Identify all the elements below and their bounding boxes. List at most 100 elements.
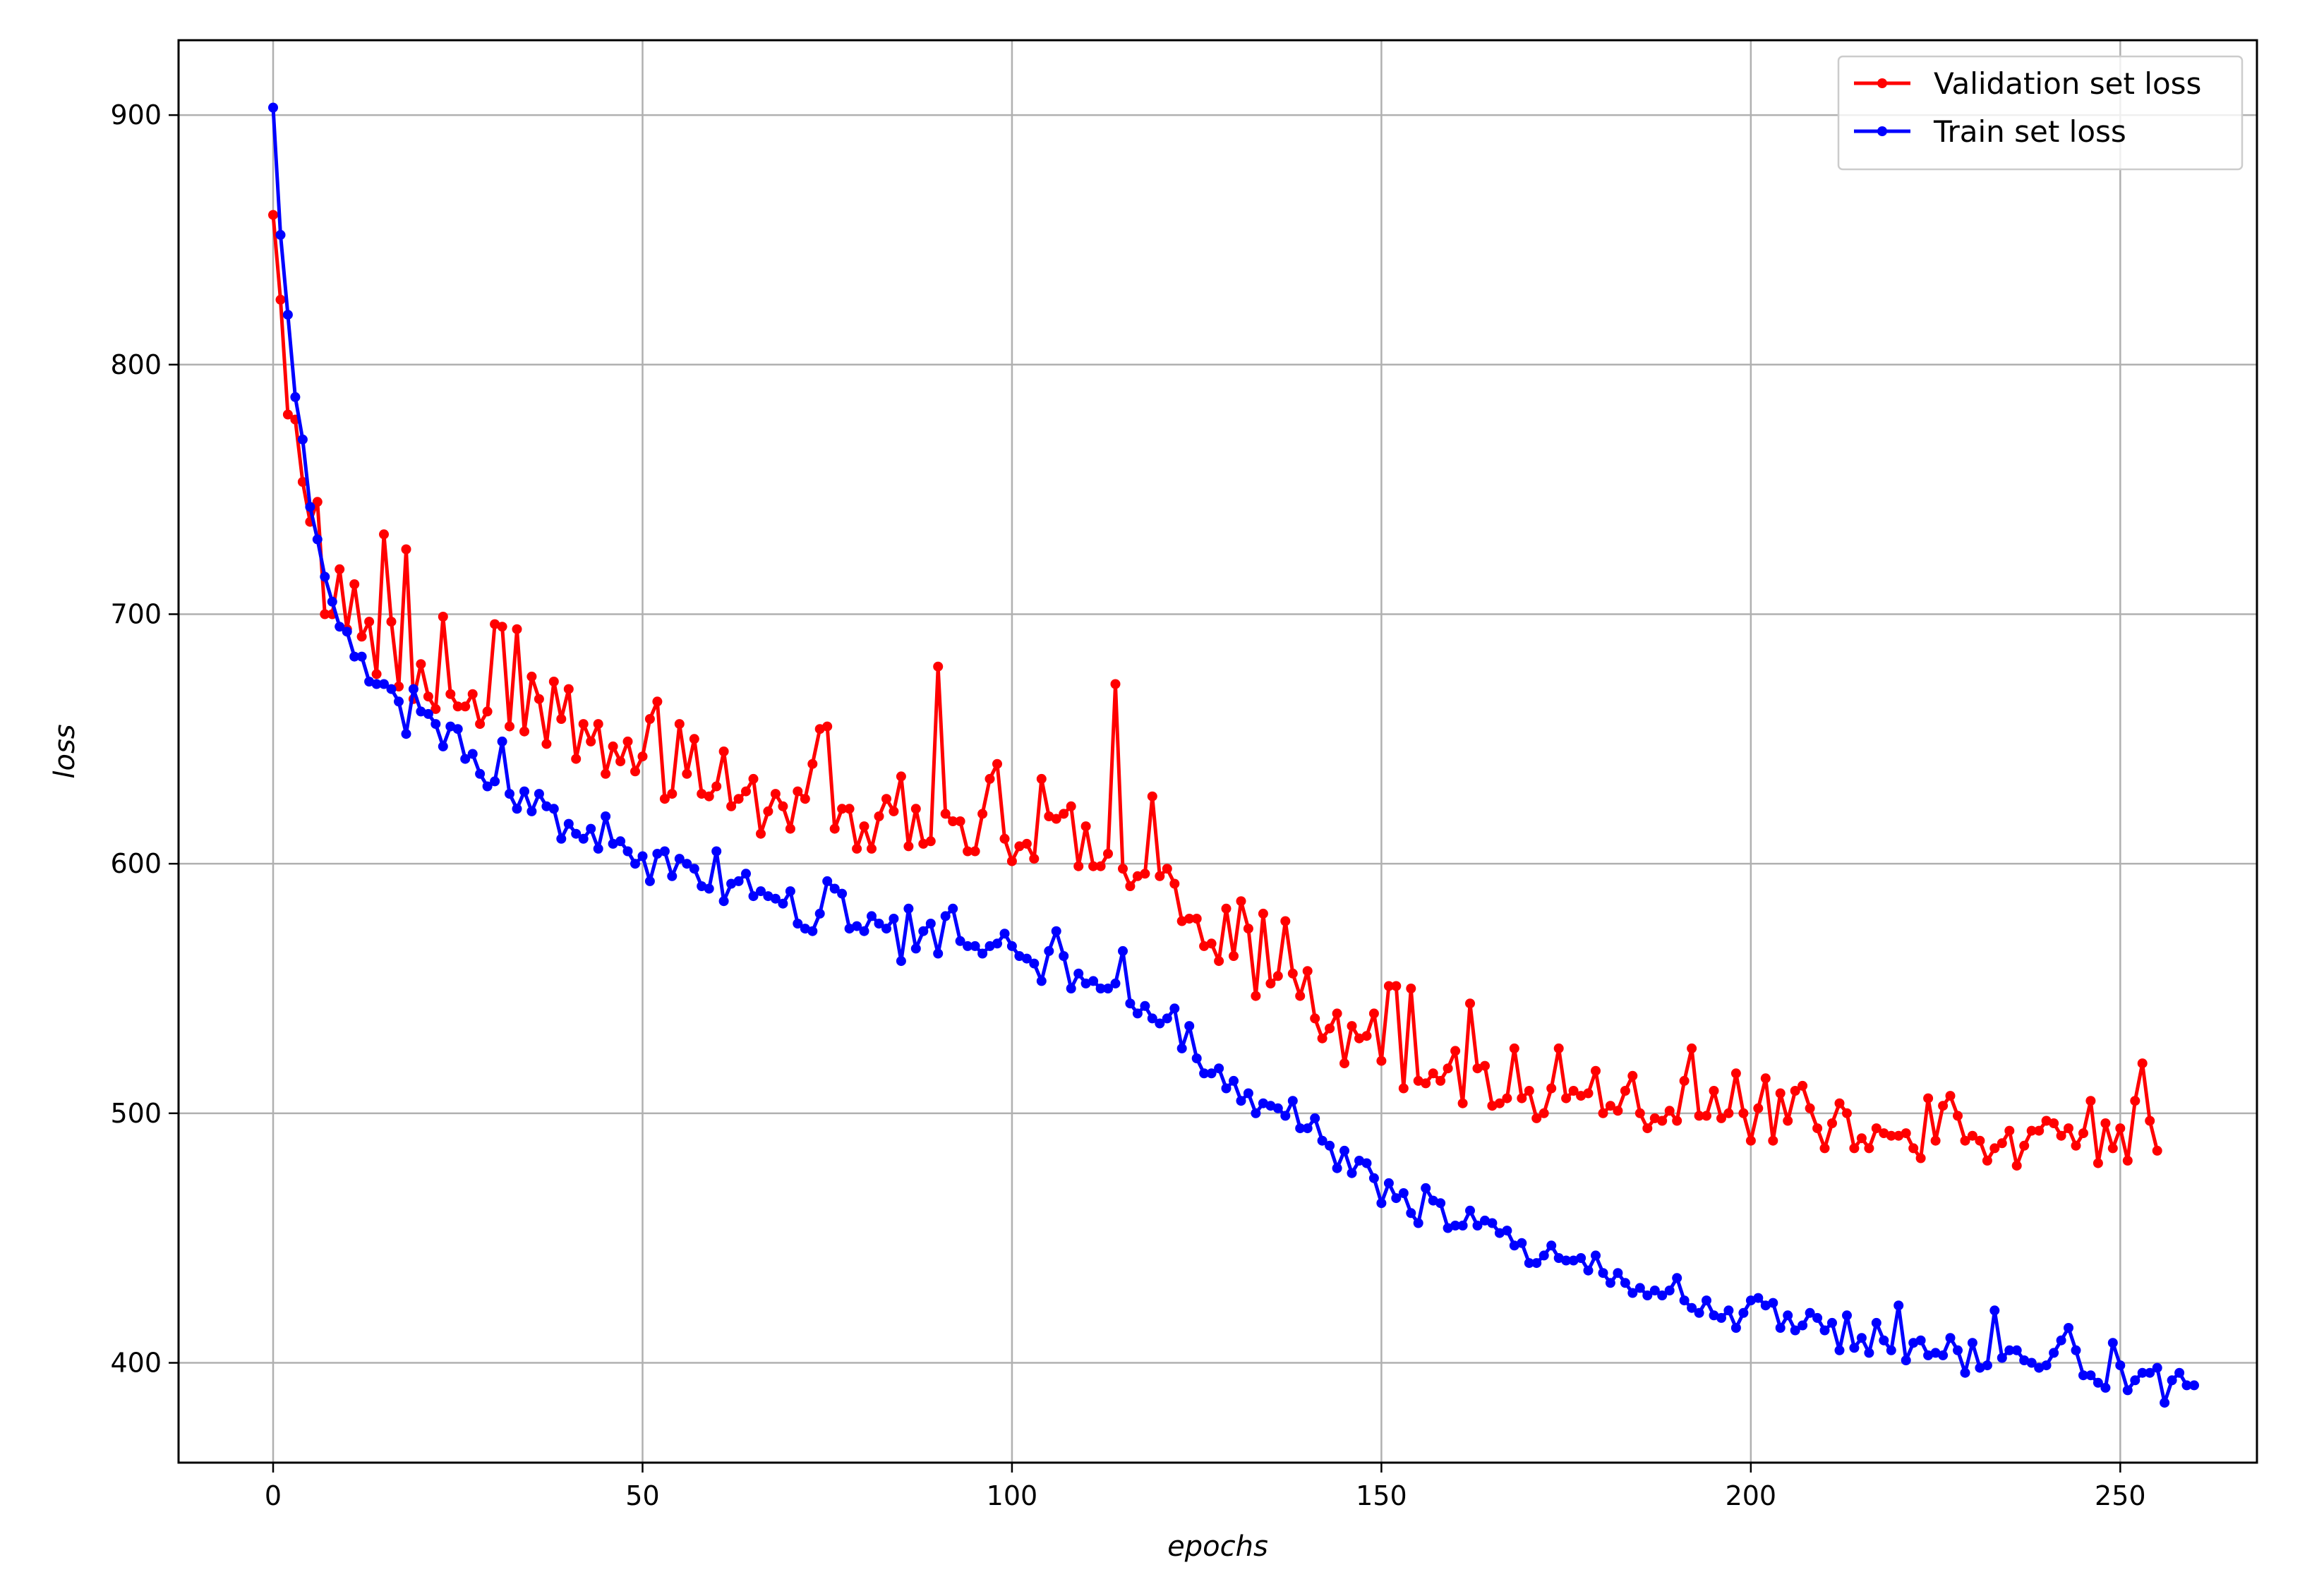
data-point <box>1295 1123 1306 1134</box>
data-point <box>320 572 330 582</box>
data-point <box>652 696 663 707</box>
series-line <box>271 214 2160 1168</box>
data-point <box>431 703 441 714</box>
data-point <box>1834 1345 1845 1355</box>
y-tick-label: 400 <box>110 1348 162 1379</box>
data-point <box>1702 1111 1711 1121</box>
data-point <box>644 714 655 724</box>
data-point <box>1886 1130 1896 1141</box>
data-point <box>2093 1158 2103 1168</box>
data-point <box>1125 998 1136 1009</box>
series-lines <box>268 102 2199 1408</box>
data-point <box>1295 991 1306 1001</box>
data-point <box>2049 1118 2059 1128</box>
data-point <box>1191 914 1202 924</box>
data-point <box>637 851 648 862</box>
data-point <box>2137 1367 2148 1378</box>
data-point <box>342 627 352 637</box>
data-point <box>1679 1075 1690 1086</box>
data-point <box>1775 1088 1786 1099</box>
data-point <box>1325 1140 1335 1151</box>
data-point <box>1730 1323 1741 1333</box>
data-point <box>394 682 404 691</box>
data-point <box>1768 1298 1778 1308</box>
data-point <box>2181 1380 2192 1391</box>
data-point <box>1243 1088 1253 1099</box>
data-point <box>2034 1125 2045 1136</box>
data-point <box>1036 773 1047 784</box>
data-point <box>356 651 367 662</box>
data-point <box>290 392 301 402</box>
data-point <box>910 943 921 954</box>
data-point <box>563 818 574 829</box>
data-point <box>689 734 699 744</box>
data-point <box>548 677 559 687</box>
data-point <box>1819 1325 1830 1336</box>
data-point <box>829 823 840 834</box>
data-point <box>2011 1345 2022 1355</box>
data-point <box>867 911 877 921</box>
data-point <box>2026 1358 2037 1368</box>
data-point <box>556 714 567 724</box>
data-point <box>852 921 862 931</box>
data-point <box>1199 1068 1210 1079</box>
data-point <box>1812 1123 1823 1134</box>
data-point <box>297 477 308 487</box>
data-point <box>1465 998 1475 1009</box>
data-point <box>1280 1111 1291 1121</box>
data-point <box>1487 1218 1498 1228</box>
data-point <box>1753 1293 1764 1303</box>
data-point <box>1805 1103 1815 1113</box>
legend: Validation set loss Train set loss <box>1837 55 2244 171</box>
data-point <box>1539 1108 1549 1118</box>
legend-label: Train set loss <box>1933 114 2126 149</box>
data-point <box>1694 1307 1704 1318</box>
data-point <box>1975 1135 1985 1146</box>
data-point <box>1524 1086 1534 1096</box>
data-point <box>1435 1198 1446 1209</box>
legend-box <box>1837 55 2244 171</box>
data-point <box>807 926 818 936</box>
data-point <box>556 833 567 844</box>
data-point <box>1723 1305 1734 1316</box>
data-point <box>371 669 382 679</box>
data-point <box>1923 1093 1934 1104</box>
y-tick-label: 800 <box>110 349 162 380</box>
y-tick-label: 700 <box>110 598 162 629</box>
data-point <box>490 776 500 787</box>
data-point <box>1391 981 1402 991</box>
data-point <box>386 617 397 627</box>
data-point <box>800 924 810 934</box>
data-point <box>1605 1101 1615 1111</box>
data-point <box>1236 896 1246 907</box>
legend-swatch-marker <box>1877 126 1887 136</box>
data-point <box>992 938 1002 949</box>
data-point <box>571 754 582 764</box>
data-point <box>1406 1208 1416 1219</box>
data-point <box>1206 938 1217 949</box>
data-point <box>1021 953 1032 964</box>
data-point <box>349 651 360 662</box>
data-point <box>2078 1370 2088 1381</box>
data-point <box>1886 1345 1896 1355</box>
data-point <box>386 684 397 694</box>
data-point <box>1251 991 1261 1001</box>
data-point <box>1051 814 1061 824</box>
data-point <box>1243 924 1253 934</box>
data-point <box>475 768 486 779</box>
data-point <box>1827 1317 1837 1328</box>
data-point <box>1118 945 1128 956</box>
data-point <box>925 836 936 847</box>
data-point <box>1199 941 1210 951</box>
data-point <box>2160 1398 2170 1408</box>
data-point <box>1672 1273 1682 1283</box>
data-point <box>452 724 463 734</box>
data-point <box>2004 1125 2015 1136</box>
data-point <box>1649 1286 1660 1295</box>
data-point <box>1819 1143 1830 1154</box>
data-point <box>874 811 884 821</box>
data-point <box>778 801 788 811</box>
data-point <box>445 689 456 699</box>
data-point <box>1531 1258 1542 1269</box>
data-point <box>726 801 737 811</box>
